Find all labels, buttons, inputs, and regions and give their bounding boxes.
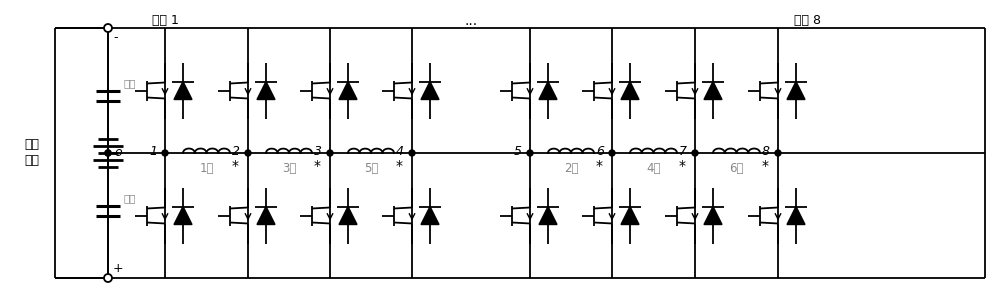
Text: 7: 7	[679, 145, 687, 158]
Text: *: *	[679, 159, 686, 173]
Circle shape	[609, 150, 615, 156]
Polygon shape	[539, 81, 557, 100]
Text: 直流
电压: 直流 电压	[24, 139, 40, 168]
Polygon shape	[787, 207, 805, 224]
Text: ...: ...	[464, 14, 478, 28]
Circle shape	[162, 150, 168, 156]
Circle shape	[409, 150, 415, 156]
Circle shape	[775, 150, 781, 156]
Text: *: *	[396, 159, 403, 173]
Polygon shape	[421, 207, 439, 224]
Text: *: *	[762, 159, 769, 173]
Text: 桥臂 1: 桥臂 1	[152, 14, 178, 27]
Polygon shape	[174, 207, 192, 224]
Text: 1: 1	[149, 145, 157, 158]
Text: 6相: 6相	[729, 162, 744, 175]
Circle shape	[105, 150, 111, 156]
Text: 5: 5	[514, 145, 522, 158]
Polygon shape	[421, 81, 439, 100]
Text: 1相: 1相	[199, 162, 214, 175]
Text: 8: 8	[762, 145, 770, 158]
Text: 4: 4	[396, 145, 404, 158]
Text: +: +	[113, 261, 124, 275]
Text: 6: 6	[596, 145, 604, 158]
Text: 3: 3	[314, 145, 322, 158]
Text: 桥臂 8: 桥臂 8	[794, 14, 822, 27]
Text: 5相: 5相	[364, 162, 378, 175]
Circle shape	[527, 150, 533, 156]
Text: 电容: 电容	[123, 193, 136, 204]
Text: -: -	[113, 32, 118, 45]
Circle shape	[327, 150, 333, 156]
Polygon shape	[539, 207, 557, 224]
Circle shape	[245, 150, 251, 156]
Circle shape	[105, 150, 111, 156]
Polygon shape	[787, 81, 805, 100]
Circle shape	[104, 274, 112, 282]
Polygon shape	[704, 81, 722, 100]
Circle shape	[692, 150, 698, 156]
Text: 4相: 4相	[646, 162, 661, 175]
Polygon shape	[339, 81, 357, 100]
Polygon shape	[257, 207, 275, 224]
Text: 电容: 电容	[123, 79, 136, 88]
Text: 3相: 3相	[282, 162, 296, 175]
Text: 2: 2	[232, 145, 240, 158]
Polygon shape	[621, 81, 639, 100]
Text: *: *	[596, 159, 603, 173]
Polygon shape	[174, 81, 192, 100]
Circle shape	[104, 24, 112, 32]
Text: o: o	[114, 146, 122, 159]
Polygon shape	[257, 81, 275, 100]
Polygon shape	[704, 207, 722, 224]
Polygon shape	[339, 207, 357, 224]
Polygon shape	[621, 207, 639, 224]
Text: *: *	[232, 159, 239, 173]
Text: 2相: 2相	[564, 162, 578, 175]
Text: *: *	[314, 159, 321, 173]
